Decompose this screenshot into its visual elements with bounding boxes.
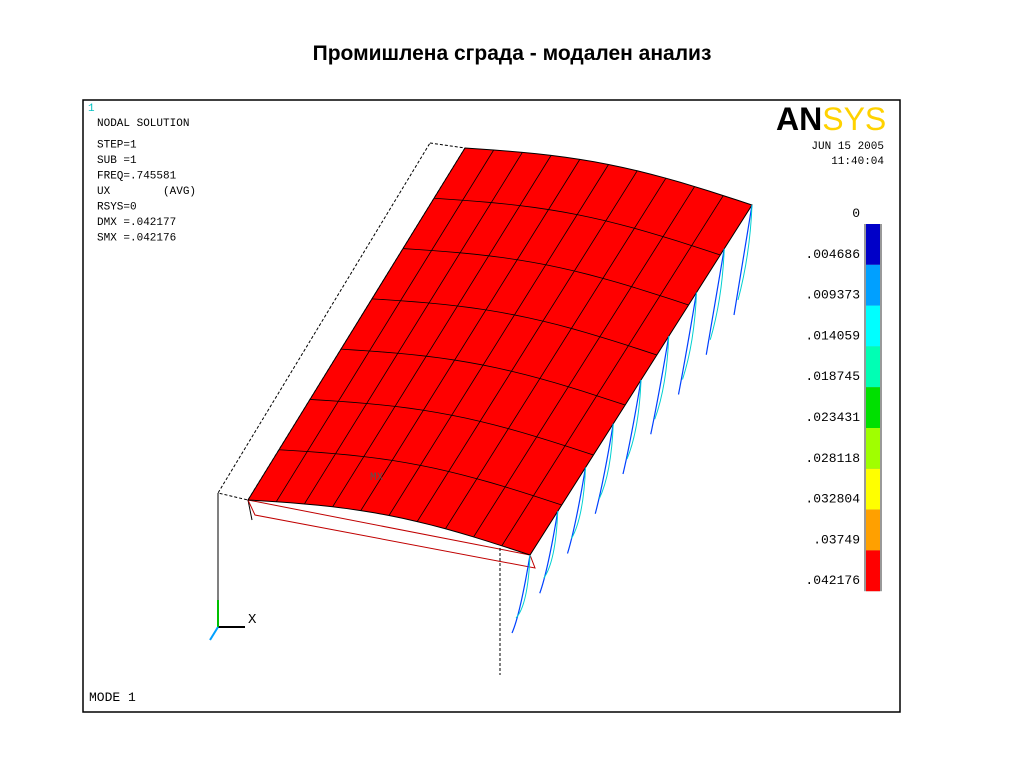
column: [598, 423, 614, 499]
legend-label: .004686: [805, 247, 860, 262]
legend-swatch: [866, 264, 880, 306]
roof-grid: [416, 170, 638, 522]
column: [515, 554, 531, 619]
legend-swatch: [866, 346, 880, 388]
legend-label: .03749: [813, 532, 860, 547]
legend-label: .028118: [805, 451, 860, 466]
legend-label: .014059: [805, 328, 860, 343]
info-line: NODAL SOLUTION: [97, 118, 189, 130]
date: JUN 15 2005: [811, 141, 884, 153]
max-marker: MX: [370, 472, 384, 484]
legend-label: .023431: [805, 410, 860, 425]
info-line: UX (AVG): [97, 186, 196, 198]
column: [709, 248, 725, 340]
column: [737, 204, 753, 301]
legend-label: .018745: [805, 369, 860, 384]
logo-an: ANSYS: [776, 101, 886, 137]
roof-grid: [501, 195, 724, 547]
roof-grid: [275, 149, 495, 503]
legend-label: 0: [852, 206, 860, 221]
column: [677, 292, 698, 395]
legend: 0 .004686 .009373 .014059 .018745 .023431 .028…: [805, 206, 882, 592]
legend-swatch: [866, 550, 880, 592]
time: 11:40:04: [831, 156, 884, 168]
roof-grid: [360, 159, 581, 511]
mode-label: MODE 1: [89, 690, 136, 705]
slide-title: Промишлена сграда - модален анализ: [312, 42, 712, 65]
column: [566, 467, 587, 554]
column: [626, 379, 642, 460]
column: [511, 554, 531, 634]
info-line: STEP=1: [97, 140, 137, 152]
roof: [247, 147, 753, 634]
legend-label: .009373: [805, 288, 860, 303]
column: [650, 336, 670, 435]
column: [539, 511, 559, 594]
legend-swatch: [866, 509, 880, 551]
info-line: DMX =.042177: [97, 217, 176, 229]
structure: [217, 142, 536, 675]
roof-grid: [388, 164, 609, 516]
axis-label-x: X: [248, 612, 257, 628]
legend-swatch: [866, 305, 880, 347]
info-line: SUB =1: [97, 155, 137, 167]
column: [543, 511, 559, 579]
info-line: SMX =.042176: [97, 233, 176, 245]
legend-swatch: [866, 224, 880, 265]
legend-label: .032804: [805, 492, 860, 507]
roof-grid: [304, 152, 523, 505]
column: [733, 204, 753, 316]
roof-grid: [445, 177, 667, 530]
column: [594, 423, 614, 514]
column: [682, 292, 697, 380]
column: [622, 379, 642, 475]
legend-swatch: [866, 468, 880, 510]
legend-swatch: [866, 428, 880, 469]
axis-z: [209, 626, 219, 641]
column: [654, 336, 670, 420]
info-line: FREQ=.745581: [97, 171, 177, 183]
column: [705, 248, 725, 355]
info-line: RSYS=0: [97, 202, 137, 214]
roof-grid: [473, 186, 695, 538]
viewport-number: 1: [88, 103, 95, 115]
legend-swatch: [866, 387, 880, 428]
column: [571, 467, 586, 539]
legend-label: .042176: [805, 573, 860, 588]
info-block: NODAL SOLUTION STEP=1 SUB =1 FREQ=.745581 UX…: [97, 118, 196, 245]
roof-grid: [332, 155, 552, 508]
